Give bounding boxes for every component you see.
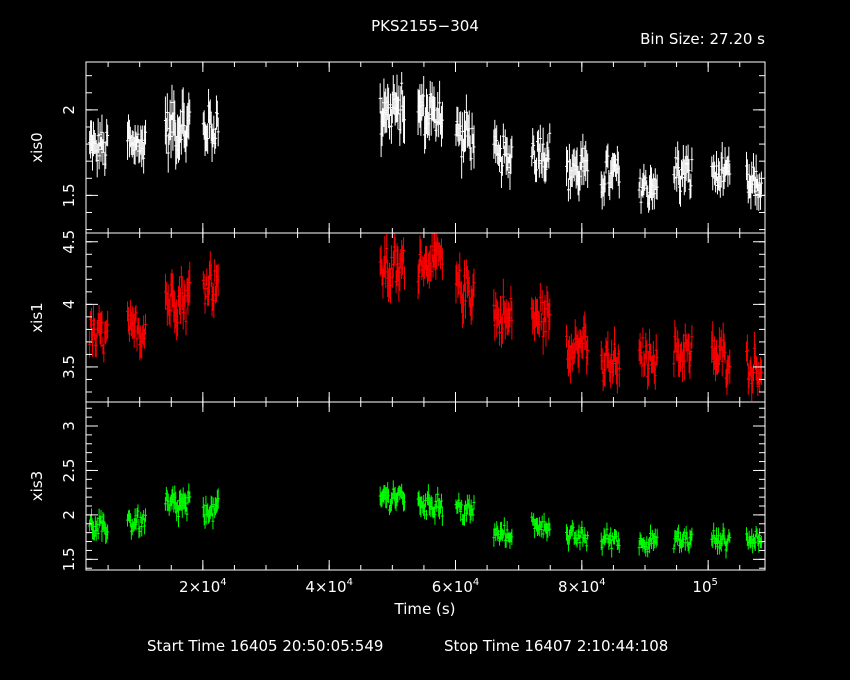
xis3-panel-frame	[85, 401, 766, 571]
xis0-y-tick-label: 2	[60, 105, 78, 115]
start-time-label: Start Time 16405 20:50:05:549	[147, 637, 383, 655]
xis1-y-tick-label: 3.5	[60, 355, 78, 379]
xis1-y-tick-label: 4	[60, 300, 78, 310]
x-tick-label: 105	[692, 577, 717, 596]
xis0-y-tick-label: 1.5	[60, 183, 78, 207]
xis3-y-tick-label: 1.5	[60, 547, 78, 571]
panels-group: 1.5 2 xis0 3.5 4 4.5 xis1 1.5 2 2.5 3 xis3 2×104 4×10…	[28, 61, 766, 596]
xis0-y-axis-label: xis0	[28, 132, 46, 162]
xis3-y-tick-label: 2	[60, 510, 78, 520]
xis3-y-tick-label: 3	[60, 421, 78, 431]
x-tick-label: 6×104	[432, 577, 480, 596]
x-axis-label: Time (s)	[394, 600, 456, 618]
x-tick-label: 8×104	[558, 577, 606, 596]
bin-size-label: Bin Size: 27.20 s	[640, 30, 765, 48]
xis1-y-tick-label: 4.5	[60, 230, 78, 254]
x-tick-label: 2×104	[179, 577, 227, 596]
chart-title: PKS2155−304	[371, 17, 479, 35]
xis1-y-axis-label: xis1	[28, 302, 46, 332]
xis3-y-tick-label: 2.5	[60, 459, 78, 483]
x-tick-label: 4×104	[305, 577, 353, 596]
xis3-y-axis-label: xis3	[28, 471, 46, 501]
stop-time-label: Stop Time 16407 2:10:44:108	[444, 637, 668, 655]
